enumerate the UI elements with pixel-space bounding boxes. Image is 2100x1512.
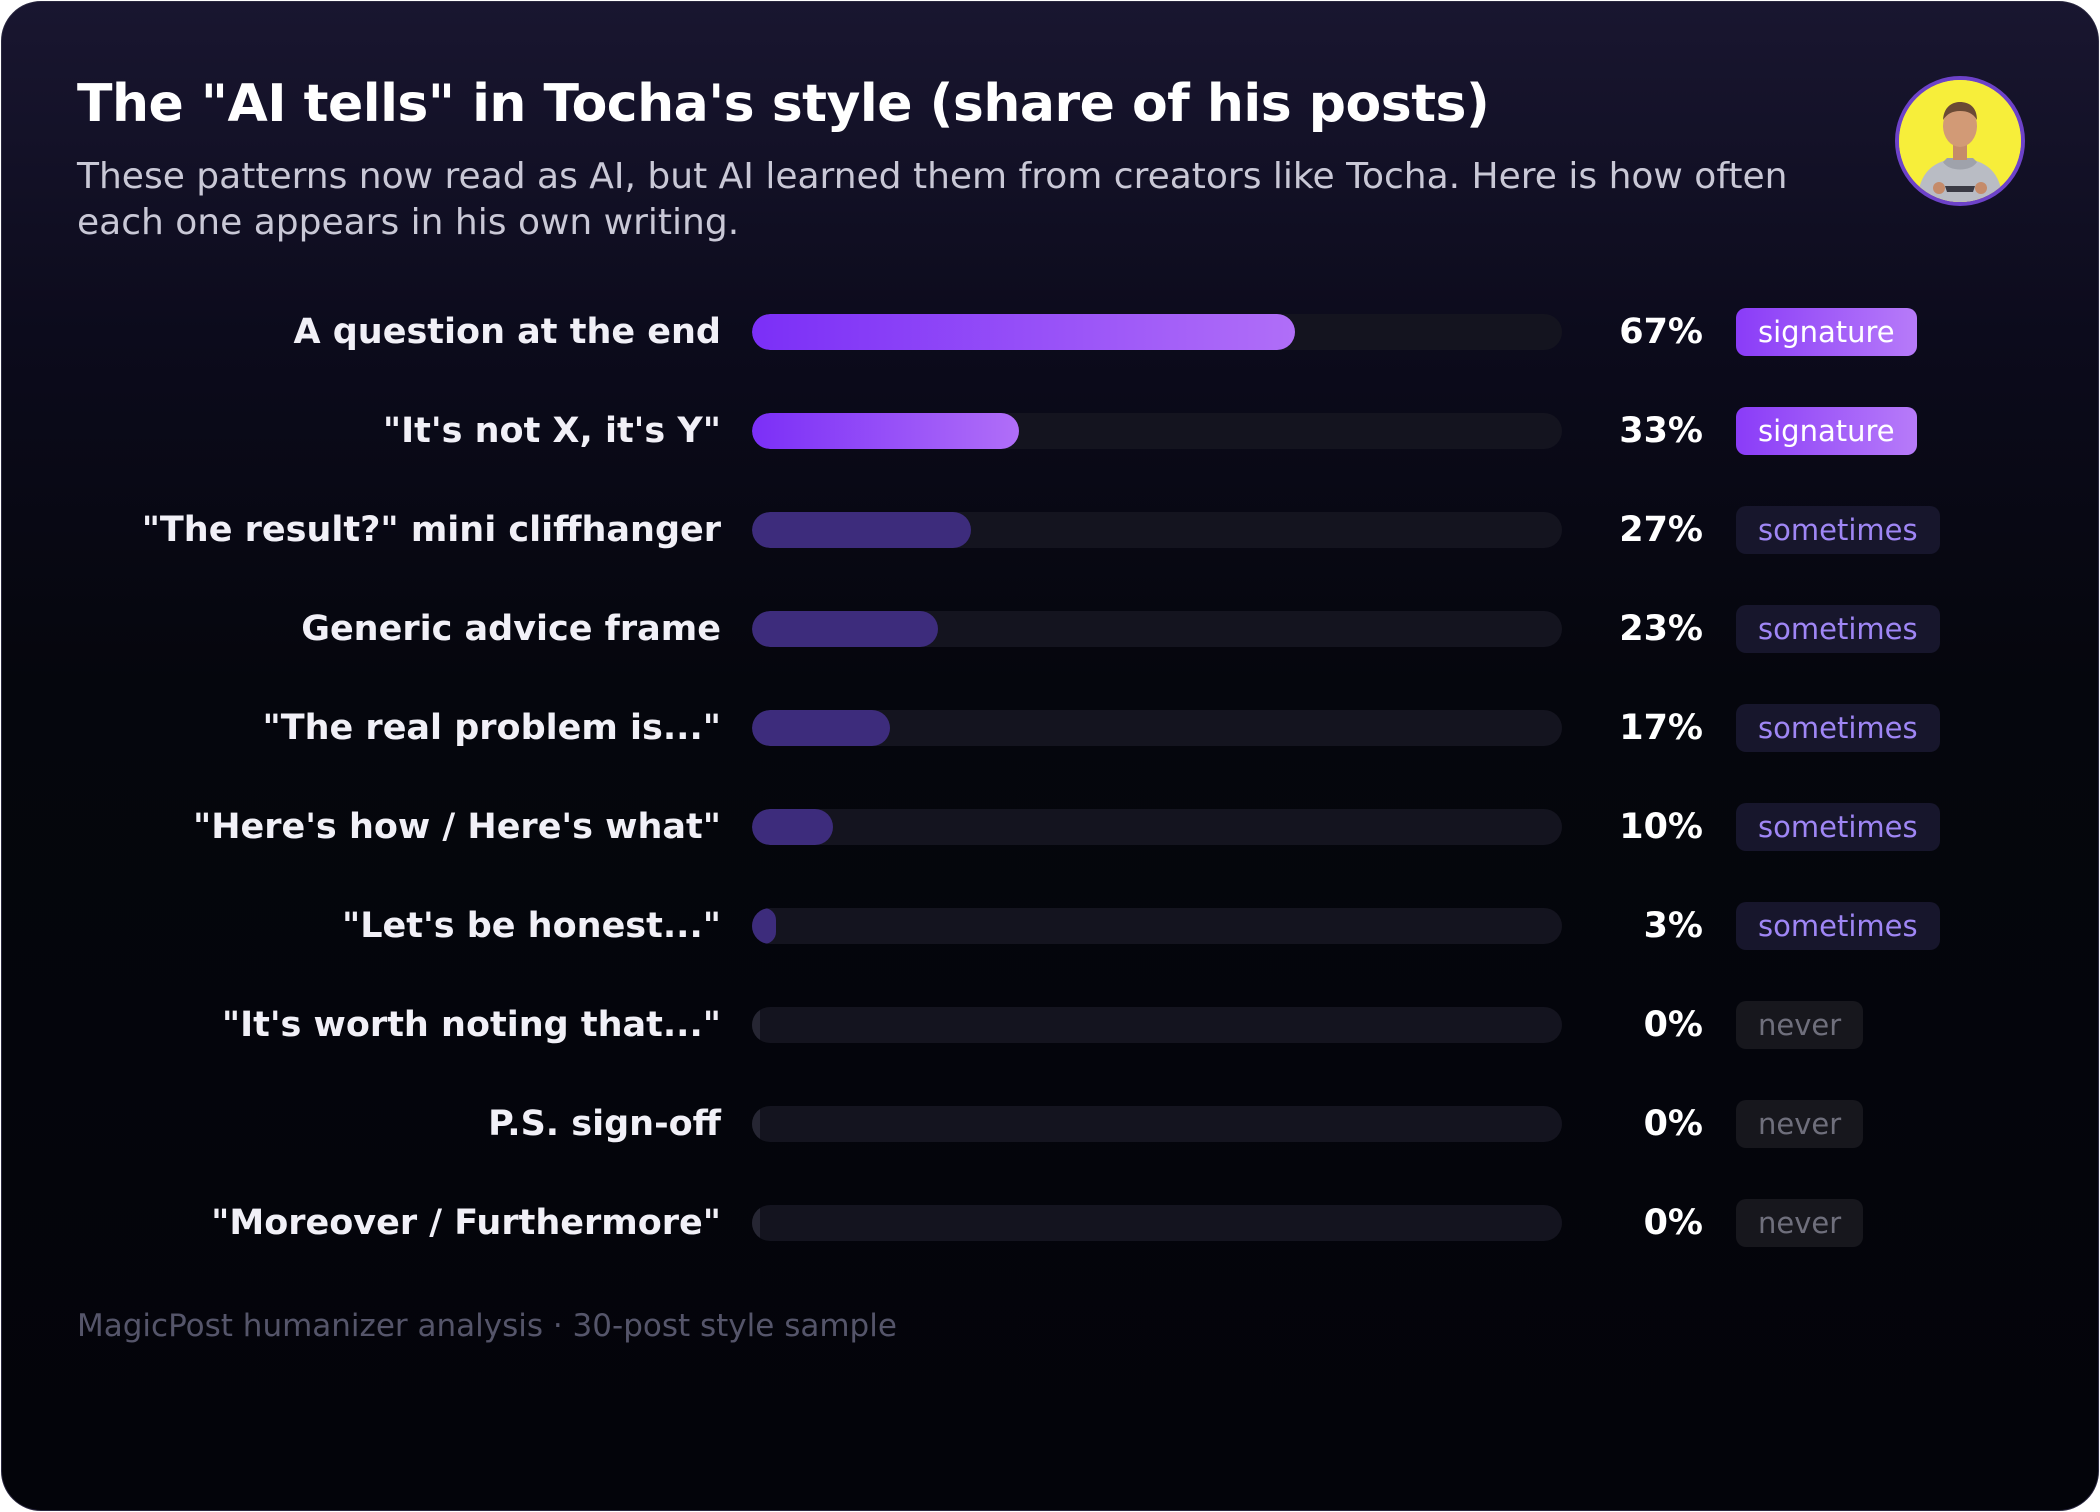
bar-row: "The real problem is..." 17% sometimes — [2, 698, 2098, 758]
bar-row: A question at the end 67% signature — [2, 302, 2098, 362]
chart-title: The "AI tells" in Tocha's style (share o… — [77, 74, 1490, 134]
person-portrait-icon — [1899, 80, 2021, 202]
frequency-badge: signature — [1736, 407, 1917, 455]
bar-label: "The real problem is..." — [262, 708, 721, 748]
bar-value-label: 23% — [1619, 609, 1703, 649]
bar-label: A question at the end — [293, 312, 721, 352]
bar-track — [752, 1007, 1562, 1043]
chart-subtitle: These patterns now read as AI, but AI le… — [77, 156, 1788, 243]
bar-fill — [752, 1205, 760, 1241]
frequency-badge: sometimes — [1736, 506, 1940, 554]
bar-value-label: 27% — [1619, 510, 1703, 550]
bar-track — [752, 512, 1562, 548]
bar-row: "Let's be honest..." 3% sometimes — [2, 896, 2098, 956]
bar-value-label: 33% — [1619, 411, 1703, 451]
bar-fill — [752, 413, 1020, 449]
bar-track — [752, 908, 1562, 944]
bar-value-label: 0% — [1643, 1203, 1703, 1243]
bar-track — [752, 314, 1562, 350]
bar-row: "It's worth noting that..." 0% never — [2, 995, 2098, 1055]
bar-track — [752, 1205, 1562, 1241]
bar-row: "Moreover / Furthermore" 0% never — [2, 1193, 2098, 1253]
bar-fill — [752, 611, 939, 647]
bar-fill — [752, 710, 890, 746]
bar-fill — [752, 1106, 760, 1142]
bar-fill — [752, 1007, 760, 1043]
frequency-badge: sometimes — [1736, 803, 1940, 851]
bar-label: Generic advice frame — [301, 609, 721, 649]
bar-value-label: 67% — [1619, 312, 1703, 352]
bar-track — [752, 413, 1562, 449]
frequency-badge: never — [1736, 1100, 1864, 1148]
bar-label: "It's not X, it's Y" — [382, 411, 721, 451]
bar-row: "It's not X, it's Y" 33% signature — [2, 401, 2098, 461]
bar-label: P.S. sign-off — [488, 1104, 721, 1144]
bar-label: "The result?" mini cliffhanger — [141, 510, 721, 550]
bar-row: "Here's how / Here's what" 10% sometimes — [2, 797, 2098, 857]
bar-label: "Moreover / Furthermore" — [211, 1203, 721, 1243]
bar-value-label: 3% — [1643, 906, 1703, 946]
avatar — [1895, 76, 2025, 206]
bar-fill — [752, 809, 833, 845]
frequency-badge: sometimes — [1736, 605, 1940, 653]
chart-footer-source: MagicPost humanizer analysis · 30-post s… — [77, 1308, 897, 1344]
bar-value-label: 17% — [1619, 708, 1703, 748]
frequency-badge: never — [1736, 1001, 1864, 1049]
frequency-badge: sometimes — [1736, 902, 1940, 950]
bar-value-label: 0% — [1643, 1104, 1703, 1144]
bar-fill — [752, 314, 1295, 350]
bar-row: Generic advice frame 23% sometimes — [2, 599, 2098, 659]
bar-track — [752, 1106, 1562, 1142]
bar-row: P.S. sign-off 0% never — [2, 1094, 2098, 1154]
bar-label: "Here's how / Here's what" — [192, 807, 721, 847]
bar-row: "The result?" mini cliffhanger 27% sometim… — [2, 500, 2098, 560]
frequency-badge: sometimes — [1736, 704, 1940, 752]
frequency-badge: signature — [1736, 308, 1917, 356]
bar-fill — [752, 512, 971, 548]
bar-fill — [752, 908, 777, 944]
bar-value-label: 0% — [1643, 1005, 1703, 1045]
bar-track — [752, 710, 1562, 746]
frequency-badge: never — [1736, 1199, 1864, 1247]
bar-label: "It's worth noting that..." — [221, 1005, 721, 1045]
bar-track — [752, 809, 1562, 845]
bar-value-label: 10% — [1619, 807, 1703, 847]
bar-track — [752, 611, 1562, 647]
bar-label: "Let's be honest..." — [341, 906, 721, 946]
